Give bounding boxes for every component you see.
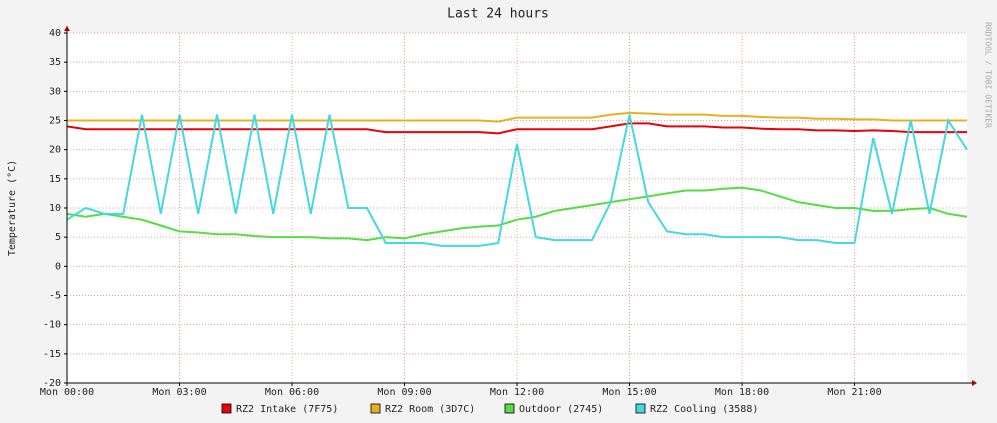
legend-swatch	[221, 403, 232, 414]
x-arrow	[972, 380, 977, 386]
legend-swatch	[635, 403, 646, 414]
y-tick-label: 30	[49, 86, 61, 97]
legend-swatch	[504, 403, 515, 414]
legend-label: RZ2 Intake (7F75)	[236, 404, 338, 415]
x-tick-label: Mon 21:00	[827, 387, 881, 398]
y-tick-label: 0	[55, 261, 61, 272]
y-arrow	[64, 26, 70, 31]
x-tick-label: Mon 09:00	[377, 387, 431, 398]
grid	[64, 32, 967, 386]
legend-label: RZ2 Room (3D7C)	[385, 404, 475, 415]
series-line	[67, 111, 967, 123]
y-tick-label: 25	[49, 116, 61, 127]
legend-swatch	[370, 403, 381, 414]
x-tick-label: Mon 00:00	[40, 387, 94, 398]
x-tick-label: Mon 18:00	[715, 387, 769, 398]
legend-label: RZ2 Cooling (3588)	[650, 404, 758, 415]
legend: RZ2 Intake (7F75) RZ2 Room (3D7C) Outdoor …	[221, 403, 758, 415]
x-tick-label: Mon 06:00	[265, 387, 319, 398]
x-tick-label: Mon 03:00	[152, 387, 206, 398]
x-tick-label: Mon 12:00	[490, 387, 544, 398]
y-tick-label: 20	[49, 145, 61, 156]
y-tick-label: 40	[49, 28, 61, 39]
series-line	[66, 122, 967, 135]
y-axis-label: Temperature (°C)	[7, 160, 18, 256]
y-tick-label: -20	[43, 378, 61, 389]
y-tick-label: 5	[55, 232, 61, 243]
y-tick-label: -15	[43, 349, 61, 360]
y-tick-label: -10	[43, 320, 61, 331]
watermark: RRDTOOL / TOBI OETIKER	[984, 22, 993, 128]
series-line	[66, 114, 968, 247]
x-tick-label: Mon 15:00	[602, 387, 656, 398]
series-line	[66, 186, 968, 242]
y-tick-label: -5	[49, 291, 61, 302]
y-tick-label: 35	[49, 57, 61, 68]
chart-title: Last 24 hours	[447, 7, 549, 22]
legend-label: Outdoor (2745)	[519, 404, 603, 415]
y-tick-label: 15	[49, 174, 61, 185]
y-tick-label: 10	[49, 203, 61, 214]
lines	[66, 111, 968, 247]
